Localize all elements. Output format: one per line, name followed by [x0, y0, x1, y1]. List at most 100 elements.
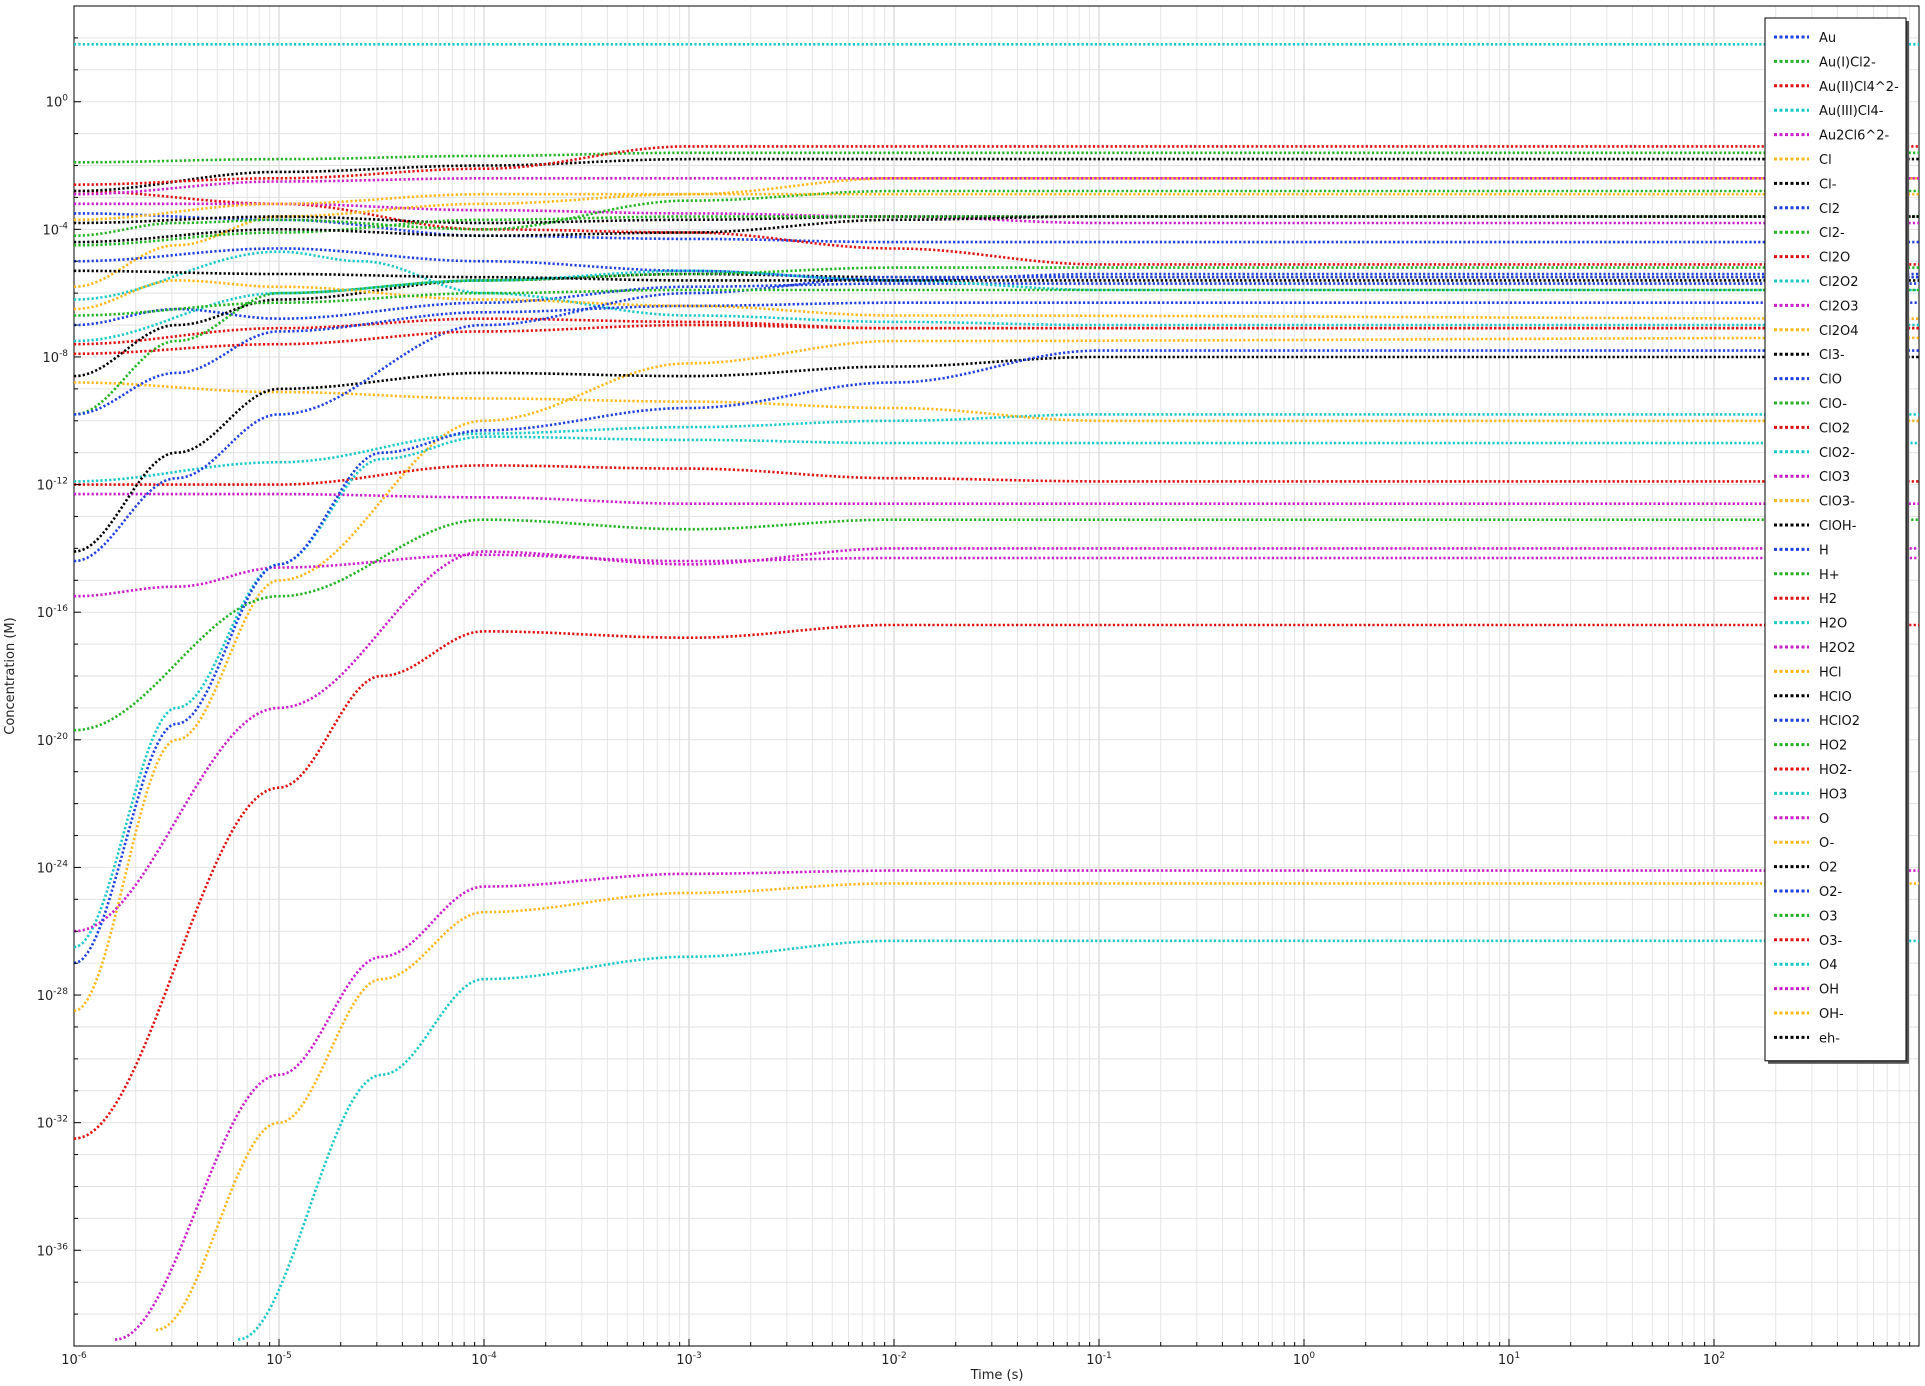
- series-line-O4: [237, 939, 1919, 1341]
- series-line-Au(II)Cl4^2-: [74, 189, 1919, 266]
- series-line-Cl2-: [74, 189, 1919, 237]
- x-tick-label-exponent: -4: [488, 1351, 497, 1361]
- series-line-HO2-: [74, 623, 1919, 1140]
- legend-label: Cl2O4: [1819, 324, 1858, 339]
- x-tick-label-base: 10: [881, 1353, 898, 1368]
- series-line-ClO3: [74, 553, 1919, 598]
- series-line-H2O: [74, 435, 1919, 949]
- legend-label: O: [1819, 812, 1829, 827]
- y-tick-label-base: 10: [37, 606, 54, 621]
- y-tick-label-base: 10: [46, 96, 63, 111]
- series-line-O3-: [74, 323, 1919, 356]
- y-tick-label-base: 10: [37, 479, 54, 494]
- x-tick-label: 10-1: [1086, 1351, 1112, 1368]
- x-axis-ticks: 10-6 10-5 10-4 10-3 10-2 10-1 100 101 102: [61, 1339, 1911, 1368]
- x-tick-label: 10-5: [266, 1351, 292, 1368]
- x-tick-label-exponent: -5: [283, 1351, 292, 1361]
- legend-label: eh-: [1819, 1031, 1840, 1046]
- y-tick-label-exponent: -32: [53, 1115, 68, 1125]
- x-tick-label: 10-2: [881, 1351, 907, 1368]
- x-tick-label-exponent: -3: [693, 1351, 702, 1361]
- y-tick-label-exponent: -20: [53, 732, 68, 742]
- y-tick-label-exponent: 0: [62, 94, 68, 104]
- grid-lines: [74, 6, 1919, 1347]
- x-tick-label-base: 10: [1086, 1353, 1103, 1368]
- series-line-HO2: [74, 215, 1919, 247]
- legend-label: Au(I)Cl2-: [1819, 55, 1876, 70]
- legend-label: H2O2: [1819, 641, 1856, 656]
- series-line-H2: [74, 145, 1919, 186]
- legend-label: H: [1819, 543, 1829, 558]
- series-line-O2: [74, 269, 1919, 282]
- legend-label: Cl2: [1819, 202, 1840, 217]
- y-tick-label-exponent: -28: [53, 987, 68, 997]
- legend-label: O3-: [1819, 934, 1843, 949]
- x-tick-label: 102: [1703, 1351, 1725, 1368]
- legend-label: ClO3-: [1819, 495, 1855, 510]
- legend-label: Au(III)Cl4-: [1819, 104, 1884, 119]
- legend-label: HClO2: [1819, 714, 1860, 729]
- legend-label: H+: [1819, 568, 1840, 583]
- series-line-O-: [155, 882, 1919, 1332]
- y-tick-label: 10-12: [37, 477, 68, 494]
- legend-label: ClO2-: [1819, 446, 1855, 461]
- y-tick-label-base: 10: [37, 861, 54, 876]
- legend-label: HO2-: [1819, 763, 1852, 778]
- x-tick-label-base: 10: [676, 1353, 693, 1368]
- x-tick-label-base: 10: [266, 1353, 283, 1368]
- x-tick-label: 10-6: [61, 1351, 87, 1368]
- x-tick-label: 101: [1498, 1351, 1520, 1368]
- series-line-OH: [114, 869, 1919, 1341]
- y-tick-label: 10-8: [42, 349, 68, 366]
- legend-label: Au(II)Cl4^2-: [1819, 80, 1899, 95]
- series-line-H+: [74, 518, 1919, 732]
- legend-label: OH-: [1819, 1007, 1844, 1022]
- legend-label: O4: [1819, 958, 1838, 973]
- y-tick-label-base: 10: [37, 1117, 54, 1132]
- y-tick-label-exponent: -16: [53, 604, 68, 614]
- legend-label: ClO3: [1819, 470, 1850, 485]
- legend-label: Cl2O2: [1819, 275, 1858, 290]
- y-tick-label-base: 10: [42, 223, 59, 238]
- y-tick-label-exponent: -4: [59, 221, 68, 231]
- series-line-HO3: [74, 269, 1919, 343]
- series-line-ClO3-: [74, 336, 1919, 1013]
- legend-label: Cl2O3: [1819, 299, 1858, 314]
- series-line-O: [74, 177, 1919, 196]
- y-tick-label-base: 10: [37, 1244, 54, 1259]
- x-tick-label-exponent: 2: [1719, 1351, 1725, 1361]
- legend-label: HO3: [1819, 787, 1847, 802]
- series-line-Cl: [74, 177, 1919, 289]
- y-tick-label: 10-28: [37, 987, 69, 1004]
- y-axis-ticks: 10010-410-810-1210-1610-2010-2410-2810-3…: [37, 5, 81, 1347]
- series-line-HCl: [74, 279, 1919, 320]
- y-tick-label-base: 10: [42, 351, 59, 366]
- y-tick-label: 100: [46, 94, 69, 111]
- y-tick-label-base: 10: [37, 989, 54, 1004]
- series-line-Cl2: [74, 282, 1919, 327]
- y-tick-label-exponent: -12: [53, 477, 68, 487]
- x-tick-label-base: 10: [1703, 1353, 1720, 1368]
- legend-label: Cl2-: [1819, 226, 1845, 241]
- series-line-Cl-: [74, 157, 1919, 193]
- y-tick-label: 10-16: [37, 604, 69, 621]
- x-axis-title: Time (s): [970, 1368, 1024, 1383]
- x-tick-label-exponent: -2: [898, 1351, 907, 1361]
- series-line-HClO2: [74, 275, 1919, 563]
- series-layer: [74, 43, 1919, 1341]
- y-tick-label-exponent: -36: [53, 1242, 68, 1252]
- legend-label: O-: [1819, 836, 1835, 851]
- x-tick-label-base: 10: [471, 1353, 488, 1368]
- y-tick-label: 10-36: [37, 1242, 69, 1259]
- legend-box: [1764, 17, 1907, 1062]
- x-tick-label: 100: [1293, 1351, 1316, 1368]
- series-line-OH-: [74, 192, 1919, 222]
- legend-label: Cl2O: [1819, 251, 1850, 266]
- series-line-H: [74, 301, 1919, 416]
- series-line-eh-: [74, 215, 1919, 244]
- legend-label: HClO: [1819, 690, 1852, 705]
- x-tick-label: 10-4: [471, 1351, 497, 1368]
- x-tick-label-base: 10: [1498, 1353, 1515, 1368]
- legend-label: ClOH-: [1819, 519, 1857, 534]
